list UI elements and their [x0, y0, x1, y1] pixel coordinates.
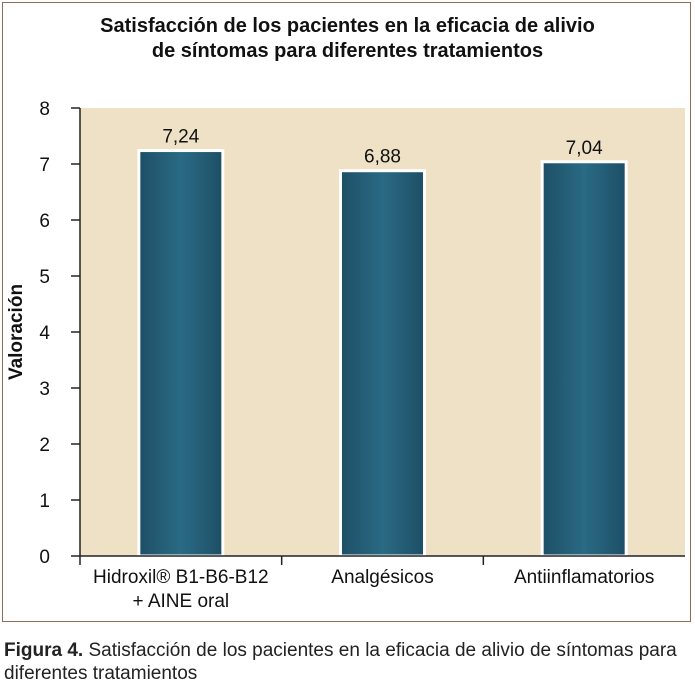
bar-2 — [339, 169, 426, 558]
x-tick-label-1: Hidroxil® B1-B6-B12 — [93, 567, 269, 588]
bar-chart: 7,24 6,88 7,04 0 1 2 3 4 5 6 7 8 Hidroxil® B1-B6-B… — [6, 99, 685, 612]
y-tick-label-6: 6 — [39, 211, 50, 232]
bar-3 — [540, 160, 628, 558]
y-tick-label-0: 0 — [39, 547, 50, 568]
value-label-3: 7,04 — [566, 138, 603, 159]
value-label-2: 6,88 — [364, 147, 401, 168]
y-tick-label-8: 8 — [39, 99, 50, 120]
caption-text: Satisfacción de los pacientes en la efic… — [4, 640, 677, 684]
caption-label: Figura 4. — [4, 640, 84, 661]
y-tick-label-4: 4 — [39, 323, 50, 344]
y-tick-label-2: 2 — [39, 435, 50, 456]
x-tick-label-2: Analgésicos — [331, 567, 433, 588]
y-tick-label-1: 1 — [39, 491, 50, 512]
y-axis: 0 1 2 3 4 5 6 7 8 — [39, 99, 81, 568]
y-tick-label-3: 3 — [39, 379, 50, 400]
value-labels-group: 7,24 6,88 7,04 — [162, 127, 603, 168]
figure-caption: Figura 4. Satisfacción de los pacientes … — [4, 639, 694, 685]
y-tick-label-7: 7 — [39, 155, 50, 176]
value-label-1: 7,24 — [162, 127, 199, 148]
chart-title-line-2: de síntomas para diferentes tratamientos — [151, 40, 544, 62]
chart-title: Satisfacción de los pacientes en la efic… — [0, 14, 695, 64]
bar-1 — [137, 149, 225, 558]
chart-title-line-1: Satisfacción de los pacientes en la efic… — [100, 15, 595, 37]
bars-group — [137, 149, 628, 558]
x-axis: Hidroxil® B1-B6-B12 + AINE oral Analgésico… — [79, 555, 685, 612]
y-axis-label: Valoración — [6, 284, 27, 380]
y-tick-label-5: 5 — [39, 267, 50, 288]
x-tick-label-1-line-2: + AINE oral — [133, 591, 230, 612]
x-tick-label-3: Antiinflamatorios — [514, 567, 654, 588]
